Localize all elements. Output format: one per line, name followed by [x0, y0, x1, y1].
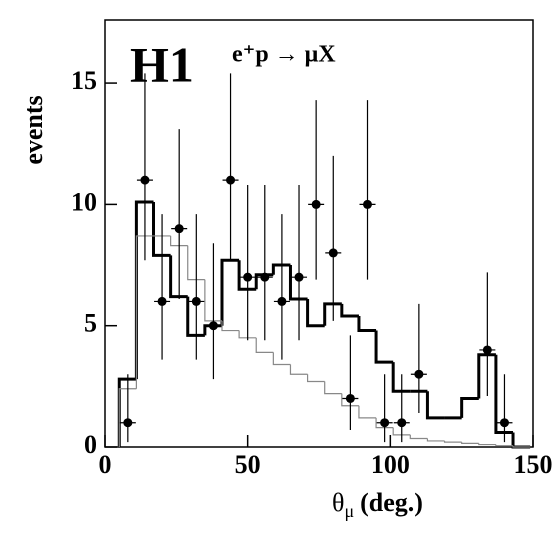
x-tick-label: 0	[99, 450, 112, 479]
data-point	[363, 199, 373, 209]
histogram-bin	[495, 444, 514, 447]
histogram-bin	[306, 299, 325, 328]
x-tick-label: 100	[371, 450, 410, 479]
histogram-bin	[425, 391, 445, 420]
histogram-bin	[237, 260, 257, 291]
histogram-bin	[477, 353, 496, 399]
histogram-bin	[426, 438, 445, 442]
histogram-bin	[358, 405, 377, 419]
histogram-bin	[341, 393, 359, 407]
histogram-bin	[152, 201, 171, 257]
error-bar	[171, 129, 188, 300]
error-bar	[393, 374, 410, 443]
histogram-bin	[324, 381, 342, 395]
error-bar	[205, 243, 222, 380]
plot-frame	[104, 19, 534, 448]
histogram-bin	[204, 279, 222, 322]
data-point	[123, 418, 133, 428]
error-bar	[325, 155, 342, 321]
histogram-bin	[357, 315, 377, 333]
data-point	[208, 321, 218, 331]
histogram-bin	[135, 235, 154, 389]
histogram-bin	[494, 354, 514, 434]
x-label-symbol: θ	[332, 488, 344, 517]
histogram-bin	[170, 235, 188, 247]
y-tick-label: 0	[84, 430, 97, 459]
data-point	[260, 272, 270, 282]
histogram-bin	[187, 245, 205, 281]
histogram-bin	[272, 352, 291, 366]
chart-title: H1	[130, 36, 194, 92]
histogram-bin	[271, 263, 291, 275]
error-bar	[119, 374, 136, 443]
histogram-bin	[221, 320, 240, 332]
data-point	[380, 418, 390, 428]
error-bar	[376, 374, 393, 443]
data-point	[191, 296, 201, 306]
histogram-bin	[289, 364, 308, 375]
error-bar	[136, 73, 153, 261]
histogram-bin	[323, 302, 342, 326]
y-tick-label: 10	[71, 187, 97, 216]
y-axis-label: events	[19, 95, 48, 164]
annotation: e⁺p → μX	[232, 42, 336, 68]
histogram-bin	[306, 374, 325, 383]
histogram-bin	[461, 442, 479, 444]
data-point	[414, 369, 424, 379]
error-bar	[239, 184, 256, 341]
histogram-bin	[288, 265, 308, 301]
histogram-bin	[392, 427, 411, 436]
histogram-bin	[220, 258, 240, 326]
data-point	[328, 248, 338, 258]
error-bar	[308, 100, 325, 280]
data-point	[311, 199, 321, 209]
error-bar	[273, 214, 290, 360]
error-bar	[410, 303, 427, 414]
histogram-bin	[512, 445, 531, 448]
x-tick-label: 50	[235, 450, 261, 479]
error-bar	[291, 184, 308, 341]
histogram-bin	[255, 337, 274, 353]
histogram-bin	[169, 255, 188, 299]
data-point	[499, 418, 509, 428]
data-point	[157, 296, 167, 306]
data-point	[294, 272, 304, 282]
histogram-bin	[460, 396, 479, 418]
histogram-bin	[238, 330, 257, 339]
error-bar	[342, 335, 359, 431]
error-bar	[479, 272, 496, 397]
histogram-bin	[511, 432, 531, 449]
histogram-bin	[409, 434, 428, 440]
histogram-bin	[375, 417, 394, 429]
data-point	[174, 224, 184, 234]
error-bar	[188, 214, 205, 360]
histogram-bin	[118, 388, 137, 447]
error-bar	[359, 100, 376, 280]
data-point	[277, 296, 287, 306]
histogram-bin	[391, 362, 411, 393]
x-tick-label: 150	[514, 450, 553, 479]
error-bar	[222, 73, 239, 261]
x-label-text: (deg.)	[360, 488, 423, 517]
x-axis-label: θμ (deg.)	[332, 488, 423, 521]
y-tick-label: 15	[71, 66, 97, 95]
y-tick-label: 5	[84, 309, 97, 338]
data-point	[226, 175, 236, 185]
data-point	[345, 393, 355, 403]
data-point	[140, 175, 150, 185]
data-point	[243, 272, 253, 282]
x-label-subscript: μ	[344, 501, 354, 521]
histogram-bin	[374, 330, 394, 364]
histogram-bin	[186, 296, 205, 337]
error-bar	[256, 184, 273, 341]
histogram-bin	[478, 443, 496, 446]
data-point	[397, 418, 407, 428]
data-point	[482, 345, 492, 355]
histogram-bin	[340, 303, 359, 318]
histogram-bin	[443, 440, 462, 443]
